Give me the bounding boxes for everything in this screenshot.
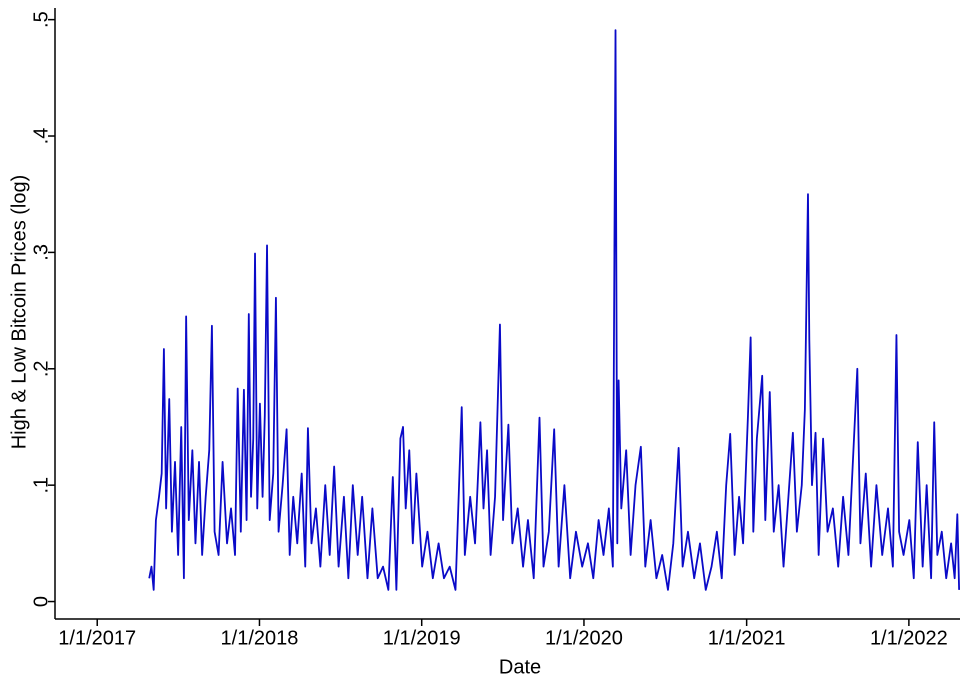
y-tick-label: .4 (30, 128, 52, 145)
y-tick-label: .2 (30, 360, 52, 377)
data-line (148, 29, 961, 591)
x-tick-label: 1/1/2020 (545, 627, 623, 649)
x-tick-label: 1/1/2019 (383, 627, 461, 649)
x-tick-label: 1/1/2022 (870, 627, 948, 649)
x-axis-title: Date (499, 656, 541, 678)
y-tick-label: .5 (30, 11, 52, 28)
y-tick-label: .3 (30, 244, 52, 261)
x-tick-label: 1/1/2021 (708, 627, 786, 649)
x-tick-label: 1/1/2017 (58, 627, 136, 649)
y-axis-title: High & Low Bitcoin Prices (log) (8, 175, 30, 450)
y-tick-label: .1 (30, 477, 52, 494)
y-tick-label: 0 (30, 596, 52, 607)
x-tick-label: 1/1/2018 (221, 627, 299, 649)
